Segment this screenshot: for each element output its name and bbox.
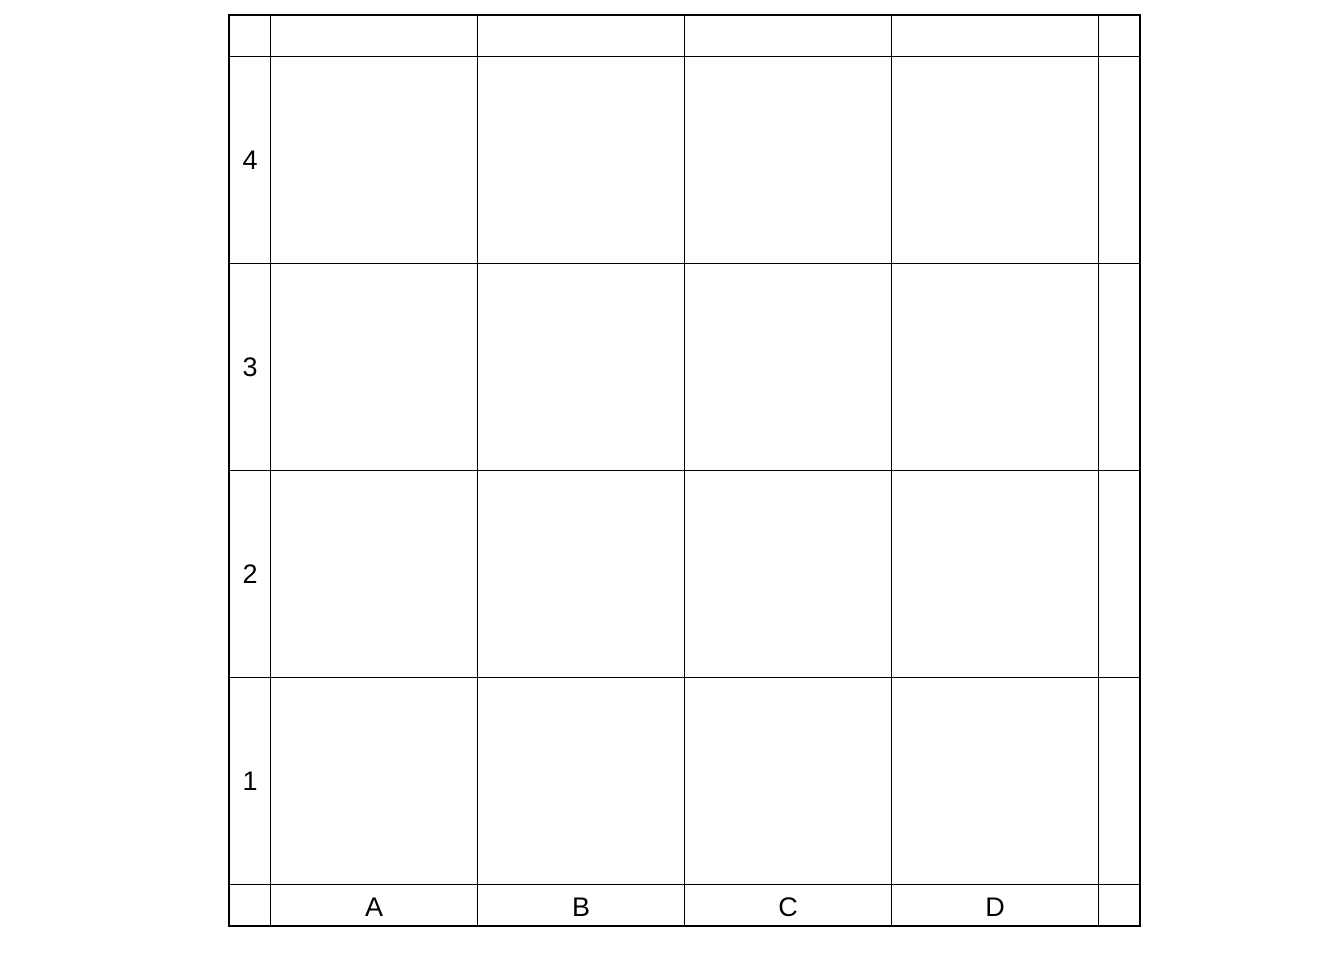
top-edge-b	[477, 14, 685, 57]
rank-row-3: 3	[228, 263, 1141, 471]
board-square-a4[interactable]	[270, 56, 478, 264]
corner-top-left	[228, 14, 271, 57]
top-edge-d	[891, 14, 1099, 57]
file-label: A	[270, 884, 478, 927]
board-square-b4[interactable]	[477, 56, 685, 264]
board-square-c1[interactable]	[684, 677, 892, 885]
rank-row-4: 4	[228, 56, 1141, 264]
rank-label: 3	[228, 263, 271, 471]
rank-label: 1	[228, 677, 271, 885]
rank-row-2: 2	[228, 470, 1141, 678]
top-edge-a	[270, 14, 478, 57]
board-square-b2[interactable]	[477, 470, 685, 678]
file-labels-row: A B C D	[228, 884, 1141, 927]
rank-label: 4	[228, 56, 271, 264]
board-square-b3[interactable]	[477, 263, 685, 471]
corner-bottom-right	[1098, 884, 1141, 927]
file-label: D	[891, 884, 1099, 927]
board-square-c4[interactable]	[684, 56, 892, 264]
board-square-d3[interactable]	[891, 263, 1099, 471]
file-label: C	[684, 884, 892, 927]
board-square-d1[interactable]	[891, 677, 1099, 885]
board-square-d4[interactable]	[891, 56, 1099, 264]
board-square-a2[interactable]	[270, 470, 478, 678]
corner-top-right	[1098, 14, 1141, 57]
game-board: 4 3 2 1 A B C D	[228, 14, 1141, 927]
rank-label: 2	[228, 470, 271, 678]
board-square-d2[interactable]	[891, 470, 1099, 678]
top-edge-c	[684, 14, 892, 57]
right-edge-4	[1098, 56, 1141, 264]
file-label: B	[477, 884, 685, 927]
rank-row-1: 1	[228, 677, 1141, 885]
right-edge-3	[1098, 263, 1141, 471]
board-square-a3[interactable]	[270, 263, 478, 471]
board-square-b1[interactable]	[477, 677, 685, 885]
corner-bottom-left	[228, 884, 271, 927]
top-border-row	[228, 14, 1141, 57]
board-square-a1[interactable]	[270, 677, 478, 885]
right-edge-1	[1098, 677, 1141, 885]
board-square-c3[interactable]	[684, 263, 892, 471]
board-square-c2[interactable]	[684, 470, 892, 678]
right-edge-2	[1098, 470, 1141, 678]
